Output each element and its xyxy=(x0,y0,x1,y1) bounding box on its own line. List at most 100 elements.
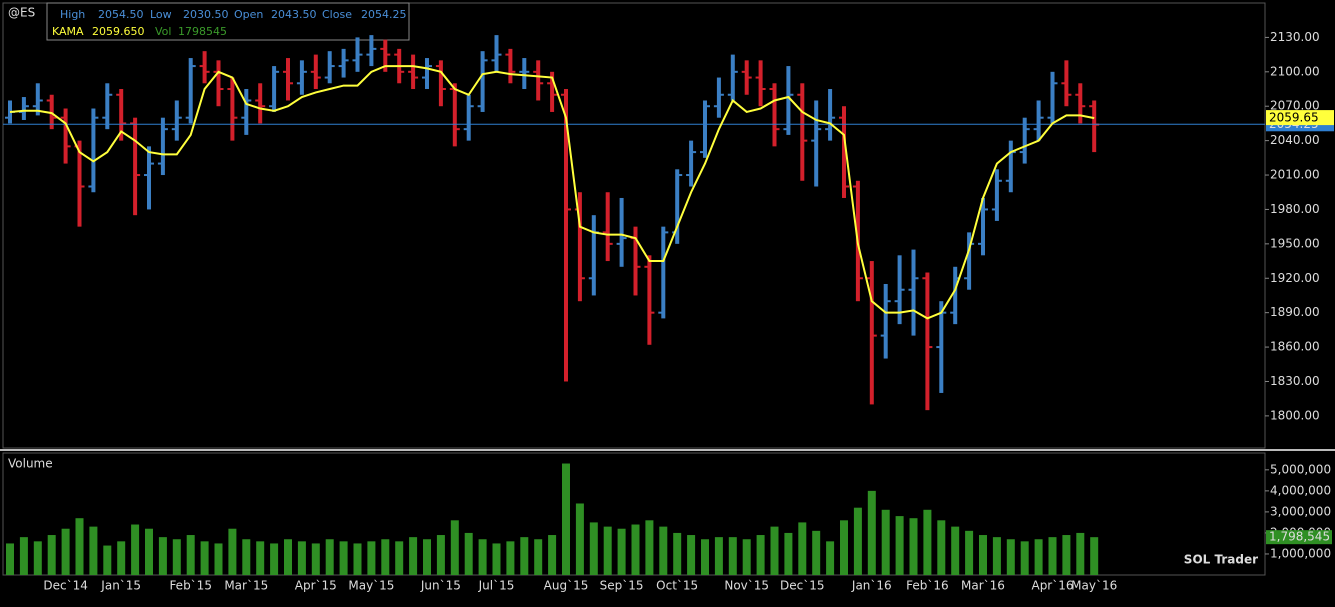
y-tick-label: 1830.00 xyxy=(1270,374,1320,388)
x-tick-label: Mar`15 xyxy=(224,579,268,593)
volume-bar xyxy=(158,537,167,575)
bar-range xyxy=(716,77,721,118)
kama-line xyxy=(9,65,1095,320)
bar-range xyxy=(258,83,263,124)
volume-bar xyxy=(534,539,543,575)
bar-range xyxy=(536,60,541,101)
volume-bar xyxy=(478,539,487,575)
bar-range xyxy=(967,232,972,290)
volume-bar xyxy=(867,490,876,575)
volume-bar xyxy=(1062,535,1071,575)
bar-range xyxy=(105,83,110,130)
volume-bar xyxy=(562,463,570,575)
volume-bar xyxy=(33,541,42,575)
bar-range xyxy=(299,60,304,95)
bar-range xyxy=(77,140,82,227)
volume-tick-label: 3,000,000 xyxy=(1270,504,1331,518)
volume-bar xyxy=(840,520,848,575)
bar-range xyxy=(91,108,96,193)
volume-bar xyxy=(492,543,501,575)
bar-range xyxy=(786,66,791,135)
brand: SOL Trader xyxy=(1184,553,1258,567)
bar-range xyxy=(174,100,179,141)
bar-range xyxy=(619,197,624,267)
volume-bar xyxy=(589,522,598,575)
volume-bar xyxy=(895,516,904,575)
y-tick-label: 1860.00 xyxy=(1270,340,1320,354)
x-tick-label: Oct`15 xyxy=(656,579,698,593)
bar-range xyxy=(438,60,443,107)
bar-range xyxy=(508,48,513,84)
volume-bar xyxy=(423,539,431,575)
bar-range xyxy=(550,71,555,112)
y-tick-label: 2100.00 xyxy=(1270,64,1320,78)
volume-bar xyxy=(464,532,473,575)
x-tick-label: Dec`15 xyxy=(780,579,825,593)
volume-bar xyxy=(1034,539,1043,575)
volume-bar xyxy=(353,543,362,575)
bar-range xyxy=(758,60,763,107)
bar-range xyxy=(842,106,846,198)
volume-bar xyxy=(1048,537,1057,575)
volume-bar xyxy=(1020,541,1029,575)
x-tick-label: Aug`15 xyxy=(544,579,589,593)
y-tick-label: 2070.00 xyxy=(1270,99,1320,113)
x-tick-label: Jan`16 xyxy=(851,579,892,593)
x-tick-label: Apr`16 xyxy=(1031,579,1073,593)
bar-range xyxy=(244,89,249,135)
volume-bar xyxy=(617,528,626,575)
bar-range xyxy=(202,51,207,84)
volume-bar xyxy=(117,541,126,575)
volume-bar xyxy=(631,524,640,575)
x-tick-label: Jul`15 xyxy=(478,579,515,593)
open-value: 2043.50 xyxy=(271,8,317,21)
volume-bar xyxy=(506,541,515,575)
info-box xyxy=(46,2,410,41)
high-value: 2054.50 xyxy=(98,8,144,21)
bar-range xyxy=(466,94,471,141)
volume-bar xyxy=(6,543,14,575)
volume-bar xyxy=(200,541,209,575)
x-tick-label: Apr`15 xyxy=(295,579,337,593)
open-label: Open xyxy=(234,8,263,21)
bar-range xyxy=(564,89,568,382)
volume-bar xyxy=(214,543,223,575)
x-tick-label: May`15 xyxy=(348,579,394,593)
x-tick-label: Jan`15 xyxy=(100,579,141,593)
x-tick-label: Feb`15 xyxy=(169,579,212,593)
volume-title: Volume xyxy=(8,457,53,471)
bar-range xyxy=(119,89,124,141)
bar-range xyxy=(133,117,138,216)
volume-box-label: 1,798,545 xyxy=(1269,530,1330,544)
bar-range xyxy=(1078,83,1083,124)
bar-range xyxy=(1050,71,1055,124)
bar-range xyxy=(689,140,694,187)
bar-range xyxy=(994,169,999,221)
bar-range xyxy=(49,94,54,130)
volume-bar xyxy=(992,537,1001,575)
bar-range xyxy=(522,58,527,90)
volume-bar xyxy=(603,526,612,575)
bar-range xyxy=(452,83,457,147)
volume-bar xyxy=(339,541,348,575)
bar-range xyxy=(369,35,374,67)
high-label: High xyxy=(60,8,85,21)
volume-bar xyxy=(965,530,974,575)
volume-bar xyxy=(19,537,28,575)
volume-bar xyxy=(909,518,918,575)
bar-range xyxy=(675,169,680,244)
volume-bar xyxy=(548,535,557,575)
volume-bar xyxy=(381,539,390,575)
vol-value: 1798545 xyxy=(178,25,227,38)
y-tick-label: 2130.00 xyxy=(1270,30,1320,44)
volume-bar xyxy=(297,541,306,575)
volume-bar xyxy=(228,528,237,575)
volume-bar xyxy=(951,526,960,575)
bar-range xyxy=(188,58,193,124)
volume-bar xyxy=(172,539,181,575)
bar-range xyxy=(63,108,68,164)
volume-bar xyxy=(284,539,292,575)
volume-bar xyxy=(798,522,807,575)
bar-range xyxy=(981,197,985,256)
volume-bar xyxy=(89,526,98,575)
